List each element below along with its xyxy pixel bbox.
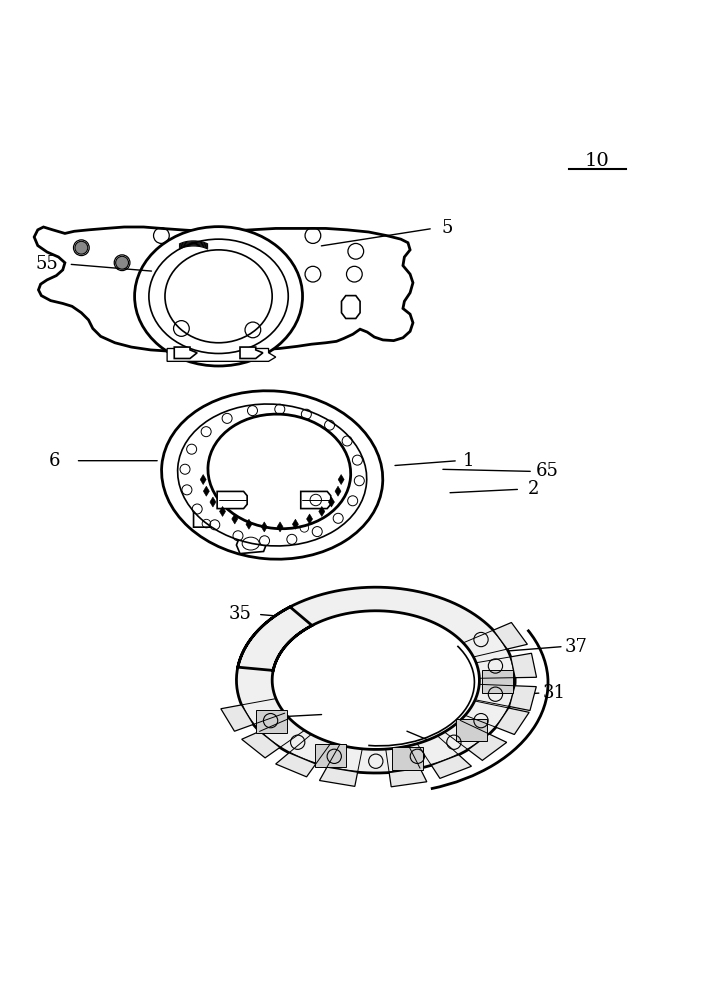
- Polygon shape: [510, 686, 536, 711]
- Text: 55: 55: [35, 255, 59, 273]
- Text: 5: 5: [442, 219, 453, 237]
- Polygon shape: [301, 491, 330, 509]
- Polygon shape: [307, 514, 312, 524]
- Ellipse shape: [149, 239, 288, 353]
- Polygon shape: [432, 755, 471, 778]
- Polygon shape: [320, 767, 358, 786]
- Text: 3: 3: [449, 738, 460, 756]
- Text: 6: 6: [48, 452, 60, 470]
- Polygon shape: [203, 486, 210, 496]
- Polygon shape: [167, 348, 275, 361]
- FancyBboxPatch shape: [392, 747, 423, 770]
- Text: 39: 39: [228, 709, 252, 727]
- Ellipse shape: [178, 404, 367, 546]
- Polygon shape: [275, 753, 316, 777]
- Polygon shape: [319, 506, 325, 516]
- Text: 35: 35: [228, 605, 252, 623]
- Ellipse shape: [161, 391, 382, 559]
- Polygon shape: [341, 296, 360, 318]
- Text: 1: 1: [463, 452, 474, 470]
- Polygon shape: [335, 486, 341, 496]
- Polygon shape: [328, 497, 335, 507]
- Text: 65: 65: [536, 462, 559, 480]
- Polygon shape: [496, 708, 529, 735]
- Text: 37: 37: [565, 638, 587, 656]
- Polygon shape: [221, 705, 253, 731]
- Polygon shape: [240, 347, 263, 358]
- Polygon shape: [34, 227, 413, 351]
- Polygon shape: [389, 768, 427, 787]
- Polygon shape: [200, 475, 206, 485]
- Text: 31: 31: [543, 684, 566, 702]
- Polygon shape: [194, 511, 224, 527]
- Polygon shape: [468, 734, 507, 760]
- Polygon shape: [232, 514, 238, 524]
- Polygon shape: [338, 475, 344, 485]
- Polygon shape: [217, 491, 247, 509]
- Text: 10: 10: [585, 152, 609, 170]
- FancyBboxPatch shape: [482, 670, 513, 693]
- Text: 2: 2: [527, 480, 539, 498]
- FancyBboxPatch shape: [455, 719, 487, 741]
- FancyBboxPatch shape: [315, 744, 346, 767]
- Circle shape: [75, 241, 87, 254]
- Polygon shape: [261, 522, 268, 532]
- Polygon shape: [210, 497, 216, 507]
- Polygon shape: [174, 347, 197, 358]
- Ellipse shape: [165, 250, 272, 343]
- Ellipse shape: [208, 414, 351, 529]
- Polygon shape: [246, 519, 252, 529]
- Polygon shape: [220, 506, 226, 516]
- Polygon shape: [236, 587, 515, 773]
- Polygon shape: [493, 622, 527, 649]
- Polygon shape: [236, 534, 268, 554]
- Polygon shape: [292, 519, 299, 529]
- FancyBboxPatch shape: [256, 710, 287, 733]
- Polygon shape: [241, 731, 280, 758]
- Polygon shape: [510, 653, 536, 678]
- Polygon shape: [290, 516, 322, 532]
- Polygon shape: [277, 522, 283, 532]
- Ellipse shape: [134, 227, 302, 366]
- Circle shape: [116, 256, 129, 269]
